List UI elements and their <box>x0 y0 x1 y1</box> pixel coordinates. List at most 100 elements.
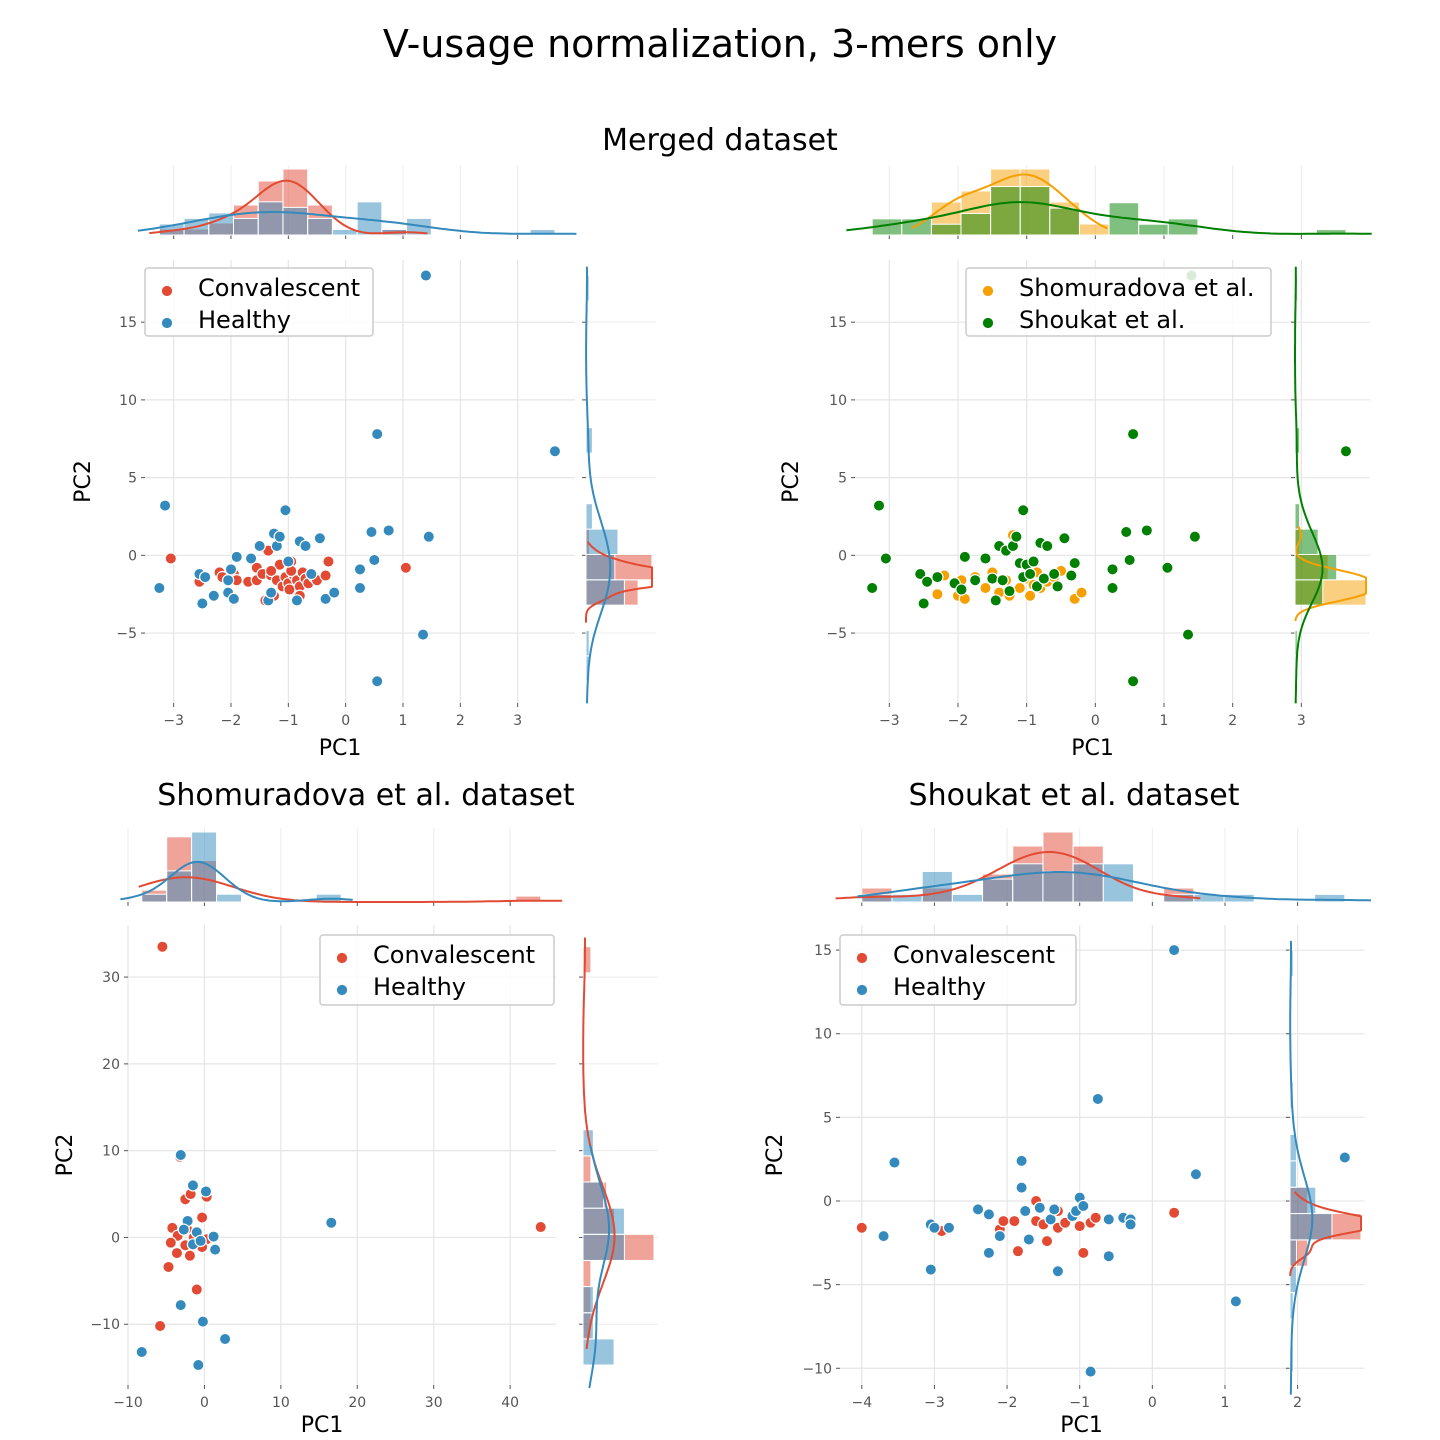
scatter-point <box>1022 1233 1036 1246</box>
scatter-point <box>993 1229 1007 1243</box>
right-kde-curve <box>1294 266 1324 704</box>
top-kde-curve <box>120 860 353 903</box>
scatter-point <box>399 561 413 574</box>
scatter-point <box>194 1234 207 1248</box>
top-histogram-bar <box>1042 870 1074 903</box>
scatter-point <box>207 589 220 602</box>
top-histogram-bar <box>515 895 542 903</box>
scatter-point <box>1003 584 1016 598</box>
scatter-point <box>195 1211 209 1224</box>
scatter-point <box>1075 586 1088 599</box>
right-histogram-bar <box>582 1207 625 1235</box>
scatter-point <box>207 1230 220 1243</box>
y-tick-label: 0 <box>111 1230 120 1246</box>
scatter-point <box>1102 1249 1115 1263</box>
legend-box <box>839 934 1077 1006</box>
right-kde-curve <box>582 937 616 1350</box>
scatter-point <box>872 499 886 512</box>
top-histogram-bar <box>307 217 333 236</box>
y-tick-label: −10 <box>802 1361 832 1377</box>
scatter-point <box>186 1179 200 1192</box>
x-tick-label: −1 <box>1069 1395 1090 1411</box>
right-kde-curve <box>588 1145 610 1389</box>
x-tick-label: −2 <box>221 713 242 729</box>
scatter-point <box>264 586 278 599</box>
scatter-point <box>877 1229 890 1243</box>
top-histogram-bar <box>216 893 242 903</box>
y-tick-label: 20 <box>102 1057 120 1073</box>
legend-box <box>319 934 555 1006</box>
top-histogram-bar <box>233 217 259 236</box>
x-tick-label: 0 <box>1148 1395 1157 1411</box>
scatter-point <box>164 1236 177 1249</box>
legend-label: Convalescent <box>373 941 535 969</box>
right-histogram-bar <box>582 1155 592 1183</box>
legend-marker <box>160 284 174 298</box>
scatter-point <box>865 581 879 595</box>
scatter-point <box>1023 589 1037 602</box>
scatter-point <box>1008 1214 1021 1228</box>
legend: Convalescent Healthy <box>144 267 374 337</box>
scatter-point <box>971 1203 985 1216</box>
top-histogram-bar <box>1315 229 1347 236</box>
y-tick-label: 0 <box>128 548 137 564</box>
scatter-point <box>183 1249 197 1262</box>
scatter-point <box>1126 427 1140 441</box>
right-histogram-bar <box>1294 503 1301 530</box>
scatter-point <box>931 587 944 601</box>
y-tick-label: −5 <box>116 626 137 642</box>
x-tick-label: 3 <box>1297 713 1306 729</box>
top-histogram-bar <box>529 228 556 236</box>
right-histogram-bar <box>582 946 592 974</box>
scatter-point <box>1030 580 1044 593</box>
scatter-point <box>218 1332 232 1346</box>
x-tick-label: 2 <box>456 713 465 729</box>
scatter-point <box>1033 1201 1046 1214</box>
scatter-point <box>221 574 235 587</box>
scatter-point <box>989 594 1002 607</box>
scatter-point <box>382 524 395 537</box>
scatter-point <box>264 564 278 578</box>
legend-label: Shoukat et al. <box>1019 306 1185 334</box>
x-tick-label: 3 <box>513 713 522 729</box>
scatter-point <box>982 1208 996 1221</box>
scatter-point <box>1077 1199 1090 1213</box>
scatter-point <box>371 427 384 441</box>
x-tick-label: 1 <box>1160 713 1169 729</box>
scatter-point <box>1089 1211 1102 1224</box>
right-histogram-bar <box>585 503 593 530</box>
scatter-point <box>955 583 968 596</box>
scatter-point <box>1167 1206 1181 1219</box>
scatter-point <box>328 586 341 599</box>
scatter-point <box>1041 539 1054 553</box>
legend-marker <box>855 951 869 965</box>
top-kde-curve <box>149 179 428 235</box>
scatter-point <box>1027 555 1040 568</box>
y-tick-label: 0 <box>823 1194 832 1210</box>
figure-title: V-usage normalization, 3-mers only <box>382 22 1058 66</box>
legend-box <box>965 267 1272 337</box>
scatter-point <box>1140 524 1154 537</box>
scatter-point <box>153 1319 167 1333</box>
y-tick-label: 5 <box>823 1110 832 1126</box>
legend: Shomuradova et al. Shoukat et al. <box>965 267 1272 337</box>
top-histogram-bar <box>257 201 284 236</box>
scatter-point <box>192 1358 205 1372</box>
legend: Convalescent Healthy <box>319 934 555 1006</box>
scatter-point <box>1106 563 1119 576</box>
top-kde-curve <box>138 876 563 903</box>
scatter-point <box>198 570 212 584</box>
scatter-point <box>227 592 241 606</box>
right-histogram-bar <box>582 1286 594 1314</box>
scatter-point <box>299 539 312 553</box>
legend-label: Healthy <box>198 306 291 334</box>
scatter-point <box>997 1214 1010 1228</box>
scatter-point <box>1065 569 1078 582</box>
panel-4: Shoukat et al. dataset−4 −3 −2 −1 0 1 2−10−505… <box>763 778 1372 1438</box>
scatter-point <box>1051 580 1064 593</box>
scatter-point <box>1084 1365 1097 1378</box>
scatter-point <box>1047 567 1061 581</box>
panel-title: Shoukat et al. dataset <box>909 778 1240 813</box>
y-tick-label: 10 <box>829 393 847 409</box>
scatter-point <box>282 555 295 568</box>
